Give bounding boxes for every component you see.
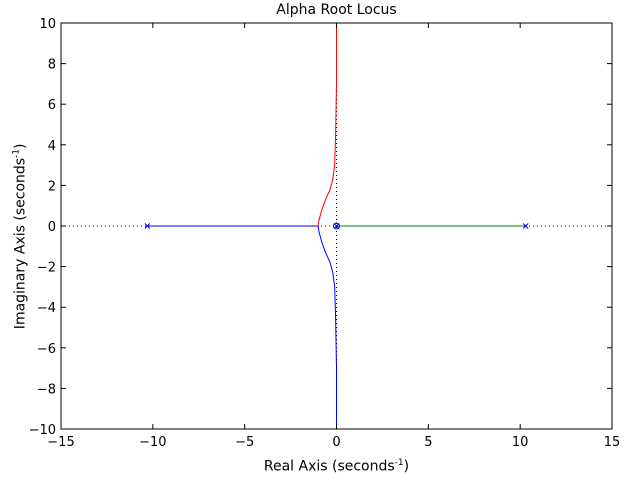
y-tick-label: 4 — [48, 139, 56, 154]
x-tick-label: 10 — [512, 435, 529, 450]
y-tick-label: −4 — [37, 301, 56, 316]
pole-marker-2 — [522, 223, 529, 229]
y-tick-label: 10 — [39, 17, 56, 32]
x-axis-label-exponent: -1 — [394, 458, 404, 468]
pole-marker-1 — [144, 223, 151, 229]
y-tick-label: −6 — [37, 342, 56, 357]
x-tick-label: −5 — [235, 435, 254, 450]
locus-branch-1 — [147, 23, 337, 227]
x-tick-label: −10 — [139, 435, 166, 450]
x-tick-label: 5 — [424, 435, 432, 450]
y-tick-label: 8 — [48, 58, 56, 73]
x-axis-label-close: ) — [403, 458, 410, 475]
y-tick-label: 2 — [48, 179, 56, 194]
pole-zero-markers — [144, 222, 529, 230]
y-axis-label-text: Imaginary Axis (seconds — [12, 157, 29, 330]
x-tick-label: 15 — [604, 435, 621, 450]
x-axis-label: Real Axis (seconds-1) — [61, 458, 612, 475]
x-axis-label-text: Real Axis (seconds — [263, 458, 395, 475]
y-tick-label: 0 — [48, 220, 56, 235]
y-tick-label: −2 — [37, 261, 56, 276]
locus-series — [147, 23, 526, 429]
y-axis-label-exponent: -1 — [11, 148, 22, 158]
locus-branch-2 — [147, 225, 337, 429]
zero-marker-1 — [333, 222, 340, 230]
chart-title: Alpha Root Locus — [276, 2, 397, 18]
pole-marker-3 — [333, 223, 340, 229]
x-tick-label: −15 — [47, 435, 74, 450]
y-tick-label: 6 — [48, 98, 56, 113]
y-axis-label: Imaginary Axis (seconds-1) — [12, 126, 29, 346]
y-axis-label-close: ) — [12, 143, 29, 149]
y-tick-label: −10 — [29, 423, 56, 438]
y-tick-label: −8 — [37, 382, 56, 397]
x-tick-label: 0 — [332, 435, 340, 450]
